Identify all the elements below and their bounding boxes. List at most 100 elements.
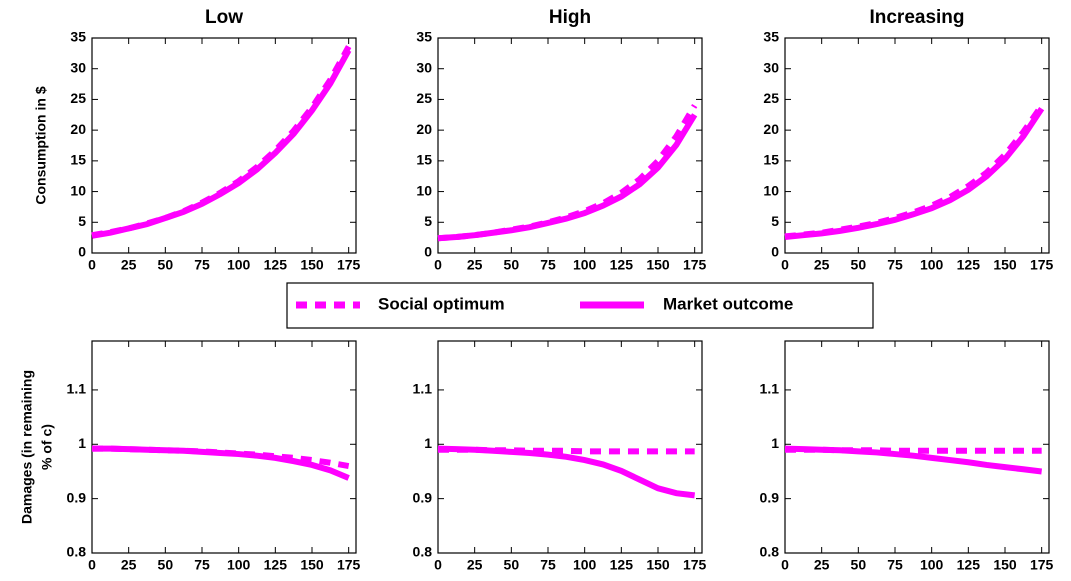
y-tick-label: 25 <box>763 90 779 106</box>
x-tick-label: 75 <box>887 557 903 573</box>
x-tick-label: 175 <box>683 557 707 573</box>
x-tick-label: 0 <box>781 557 789 573</box>
x-tick-label: 75 <box>194 257 210 273</box>
plot-frame <box>784 37 1050 254</box>
x-tick-label: 25 <box>814 257 830 273</box>
y-tick-label: 35 <box>416 29 432 45</box>
series-line <box>91 45 352 239</box>
legend-box <box>286 282 874 329</box>
x-tick-label: 75 <box>887 257 903 273</box>
y-tick-label: 25 <box>416 90 432 106</box>
x-tick-label: 175 <box>337 257 361 273</box>
x-tick-label: 125 <box>610 557 634 573</box>
x-tick-label: 50 <box>504 257 520 273</box>
y-tick-label: 30 <box>763 59 779 75</box>
y-axis-label: % of c) <box>39 424 55 470</box>
series-line <box>784 106 1045 241</box>
x-tick-label: 150 <box>300 557 324 573</box>
plot-frame <box>91 37 357 254</box>
x-tick-label: 100 <box>573 557 597 573</box>
y-tick-label: 20 <box>416 121 432 137</box>
x-tick-label: 75 <box>194 557 210 573</box>
x-tick-label: 125 <box>957 557 981 573</box>
x-tick-label: 25 <box>121 257 137 273</box>
y-tick-label: 0.8 <box>413 544 433 560</box>
x-tick-label: 50 <box>158 557 174 573</box>
chart-title: Increasing <box>869 7 964 28</box>
y-tick-label: 5 <box>78 213 86 229</box>
x-tick-label: 175 <box>1030 557 1054 573</box>
legend-label: Social optimum <box>378 294 505 313</box>
y-tick-label: 35 <box>763 29 779 45</box>
x-tick-label: 0 <box>434 557 442 573</box>
y-tick-label: 0 <box>78 244 86 260</box>
x-tick-label: 100 <box>920 557 944 573</box>
y-tick-label: 10 <box>763 182 779 198</box>
y-tick-label: 5 <box>424 213 432 229</box>
y-tick-label: 25 <box>70 90 86 106</box>
x-tick-label: 150 <box>993 557 1017 573</box>
chart-title: High <box>549 7 591 28</box>
x-tick-label: 50 <box>158 257 174 273</box>
x-tick-label: 50 <box>504 557 520 573</box>
x-tick-label: 175 <box>683 257 707 273</box>
x-tick-label: 75 <box>540 257 556 273</box>
y-tick-label: 1.1 <box>760 381 780 397</box>
y-tick-label: 15 <box>763 152 779 168</box>
y-tick-label: 20 <box>763 121 779 137</box>
y-tick-label: 1.1 <box>67 381 87 397</box>
x-tick-label: 25 <box>467 257 483 273</box>
x-tick-label: 150 <box>300 257 324 273</box>
chart-title: Low <box>205 7 243 28</box>
x-tick-label: 125 <box>264 257 288 273</box>
x-tick-label: 150 <box>646 257 670 273</box>
y-tick-label: 15 <box>70 152 86 168</box>
y-tick-label: 1 <box>771 435 779 451</box>
y-tick-label: 30 <box>416 59 432 75</box>
y-tick-label: 10 <box>416 182 432 198</box>
y-tick-label: 10 <box>70 182 86 198</box>
plot-frame <box>437 37 703 254</box>
y-tick-label: 0.9 <box>760 489 780 505</box>
y-axis-label: Damages (in remaining <box>19 370 35 524</box>
x-tick-label: 0 <box>88 257 96 273</box>
y-tick-label: 0.8 <box>760 544 780 560</box>
x-tick-label: 175 <box>1030 257 1054 273</box>
x-tick-label: 100 <box>573 257 597 273</box>
y-tick-label: 30 <box>70 59 86 75</box>
series-line <box>92 445 350 481</box>
series-line <box>437 113 698 242</box>
x-tick-label: 75 <box>540 557 556 573</box>
legend-label: Market outcome <box>663 294 793 313</box>
y-tick-label: 0.9 <box>413 489 433 505</box>
x-tick-label: 0 <box>434 257 442 273</box>
series-line <box>784 445 1043 475</box>
x-tick-label: 100 <box>227 557 251 573</box>
series-line <box>91 48 352 239</box>
y-tick-label: 5 <box>771 213 779 229</box>
x-tick-label: 150 <box>993 257 1017 273</box>
y-tick-label: 0.9 <box>67 489 87 505</box>
y-tick-label: 1 <box>424 435 432 451</box>
x-tick-label: 25 <box>121 557 137 573</box>
y-tick-label: 1.1 <box>413 381 433 397</box>
y-tick-label: 15 <box>416 152 432 168</box>
x-tick-label: 125 <box>957 257 981 273</box>
x-tick-label: 150 <box>646 557 670 573</box>
y-tick-label: 20 <box>70 121 86 137</box>
x-tick-label: 0 <box>88 557 96 573</box>
y-tick-label: 0 <box>424 244 432 260</box>
x-tick-label: 50 <box>851 557 867 573</box>
y-tick-label: 35 <box>70 29 86 45</box>
x-tick-label: 25 <box>467 557 483 573</box>
x-tick-label: 125 <box>264 557 288 573</box>
x-tick-label: 25 <box>814 557 830 573</box>
series-line <box>437 445 696 499</box>
x-tick-label: 100 <box>227 257 251 273</box>
x-tick-label: 50 <box>851 257 867 273</box>
x-tick-label: 0 <box>781 257 789 273</box>
y-tick-label: 0.8 <box>67 544 87 560</box>
x-tick-label: 100 <box>920 257 944 273</box>
x-tick-label: 125 <box>610 257 634 273</box>
